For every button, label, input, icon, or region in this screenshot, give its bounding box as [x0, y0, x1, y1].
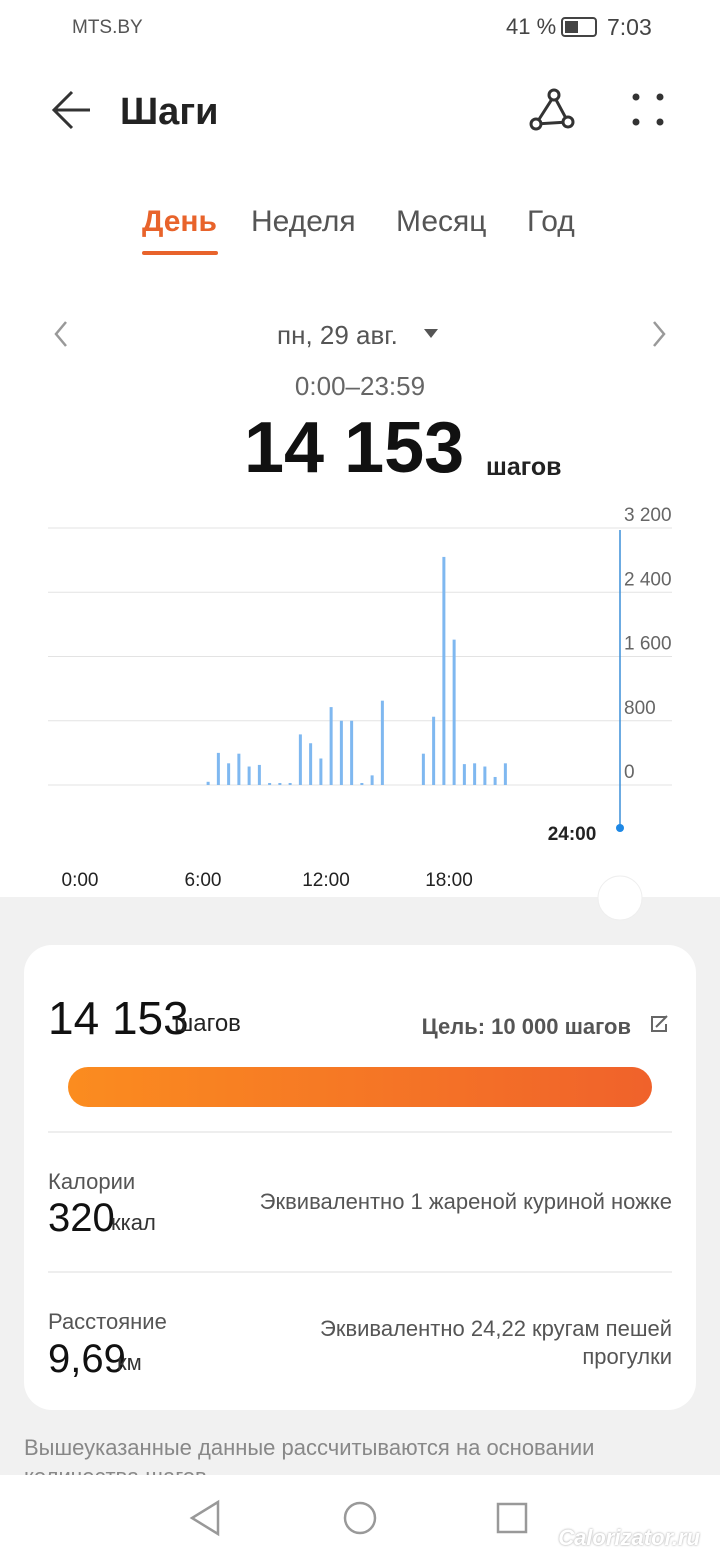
icons	[51, 17, 664, 255]
bar	[483, 766, 487, 785]
bar	[442, 556, 446, 785]
total-unit: шагов	[486, 453, 562, 481]
y-tick-label: 0	[624, 762, 635, 783]
bar	[237, 753, 241, 785]
bar	[421, 753, 425, 785]
distance-equiv: Эквивалентно 24,22 кругам пешей	[320, 1316, 672, 1341]
distance-unit: км	[117, 1350, 142, 1375]
calories-label: Калории	[48, 1169, 136, 1194]
bar	[329, 707, 333, 785]
bar	[309, 743, 313, 785]
prev-day[interactable]	[54, 321, 67, 347]
bar	[360, 782, 364, 785]
bar	[227, 763, 231, 785]
y-tick-label: 1 600	[624, 634, 672, 655]
x-tick-label: 12:00	[302, 870, 350, 891]
bar	[319, 758, 323, 785]
date-dropdown[interactable]	[424, 329, 438, 338]
steps-unit: шагов	[174, 1010, 241, 1037]
bar	[339, 720, 343, 785]
distance: 9,69	[48, 1337, 126, 1381]
share-button[interactable]	[529, 88, 575, 131]
cursor-label: 24:00	[548, 824, 597, 845]
nav-recent[interactable]	[496, 1502, 528, 1534]
goal-progress	[68, 1067, 652, 1107]
date-nav	[54, 321, 666, 347]
y-tick-label: 800	[624, 698, 656, 719]
tab[interactable]: Неделя	[251, 205, 356, 238]
battery: 41 %	[506, 14, 557, 39]
y-tick-label: 3 200	[624, 505, 672, 526]
y-tick-label: 2 400	[624, 569, 672, 590]
bar	[380, 700, 384, 785]
calories-unit: ккал	[111, 1210, 156, 1235]
bar	[462, 764, 466, 785]
footnote: Вышеуказанные данные рассчитываются на о…	[24, 1435, 595, 1475]
tab[interactable]: Год	[527, 205, 575, 238]
bar	[473, 763, 477, 785]
bar	[288, 782, 292, 785]
x-tick-label: 0:00	[62, 870, 99, 891]
nav-home[interactable]	[343, 1501, 377, 1535]
clock: 7:03	[607, 14, 652, 40]
chart: 0 800 1 600 2 400 3 200 0:00 6:00 12:00 18:00 24:…	[48, 505, 672, 921]
edit-goal[interactable]	[651, 1015, 668, 1032]
watermark: Calorizator.ru	[558, 1525, 700, 1550]
bar	[268, 782, 272, 785]
nav-back[interactable]	[189, 1499, 220, 1537]
tab[interactable]: Месяц	[396, 205, 487, 238]
carrier: MTS.BY	[72, 17, 143, 38]
tab[interactable]: День	[142, 205, 217, 238]
x-tick-label: 6:00	[185, 870, 222, 891]
time-range: 0:00–23:59	[294, 371, 426, 401]
tab-underline	[142, 251, 218, 255]
bar	[350, 720, 354, 785]
bar	[452, 639, 456, 785]
cursor-handle[interactable]	[597, 875, 643, 921]
page-title: Шаги	[120, 91, 219, 133]
calories: 320	[48, 1196, 115, 1240]
bar	[298, 734, 302, 785]
x-tick-label: 18:00	[425, 870, 473, 891]
calories-equiv: Эквивалентно 1 жареной куриной ножке	[259, 1189, 672, 1214]
bottom-bg	[0, 897, 720, 1560]
bar	[216, 752, 220, 785]
distance-equiv: прогулки	[582, 1344, 672, 1369]
back-button[interactable]	[51, 90, 90, 130]
distance-label: Расстояние	[48, 1309, 167, 1334]
date[interactable]: пн, 29 авг.	[277, 320, 398, 350]
bar	[278, 782, 282, 785]
bar	[503, 763, 507, 785]
goal: Цель: 10 000 шагов	[421, 1014, 631, 1039]
steps: 14 153	[48, 992, 189, 1044]
total-steps: 14 153	[244, 408, 465, 488]
cursor-dot	[616, 824, 624, 832]
bar	[493, 776, 497, 785]
bar	[247, 766, 251, 785]
bar	[432, 716, 436, 785]
next-day[interactable]	[653, 321, 666, 347]
bar	[206, 781, 210, 785]
menu-button[interactable]	[632, 93, 664, 126]
bar	[257, 764, 261, 785]
bar	[370, 775, 374, 785]
